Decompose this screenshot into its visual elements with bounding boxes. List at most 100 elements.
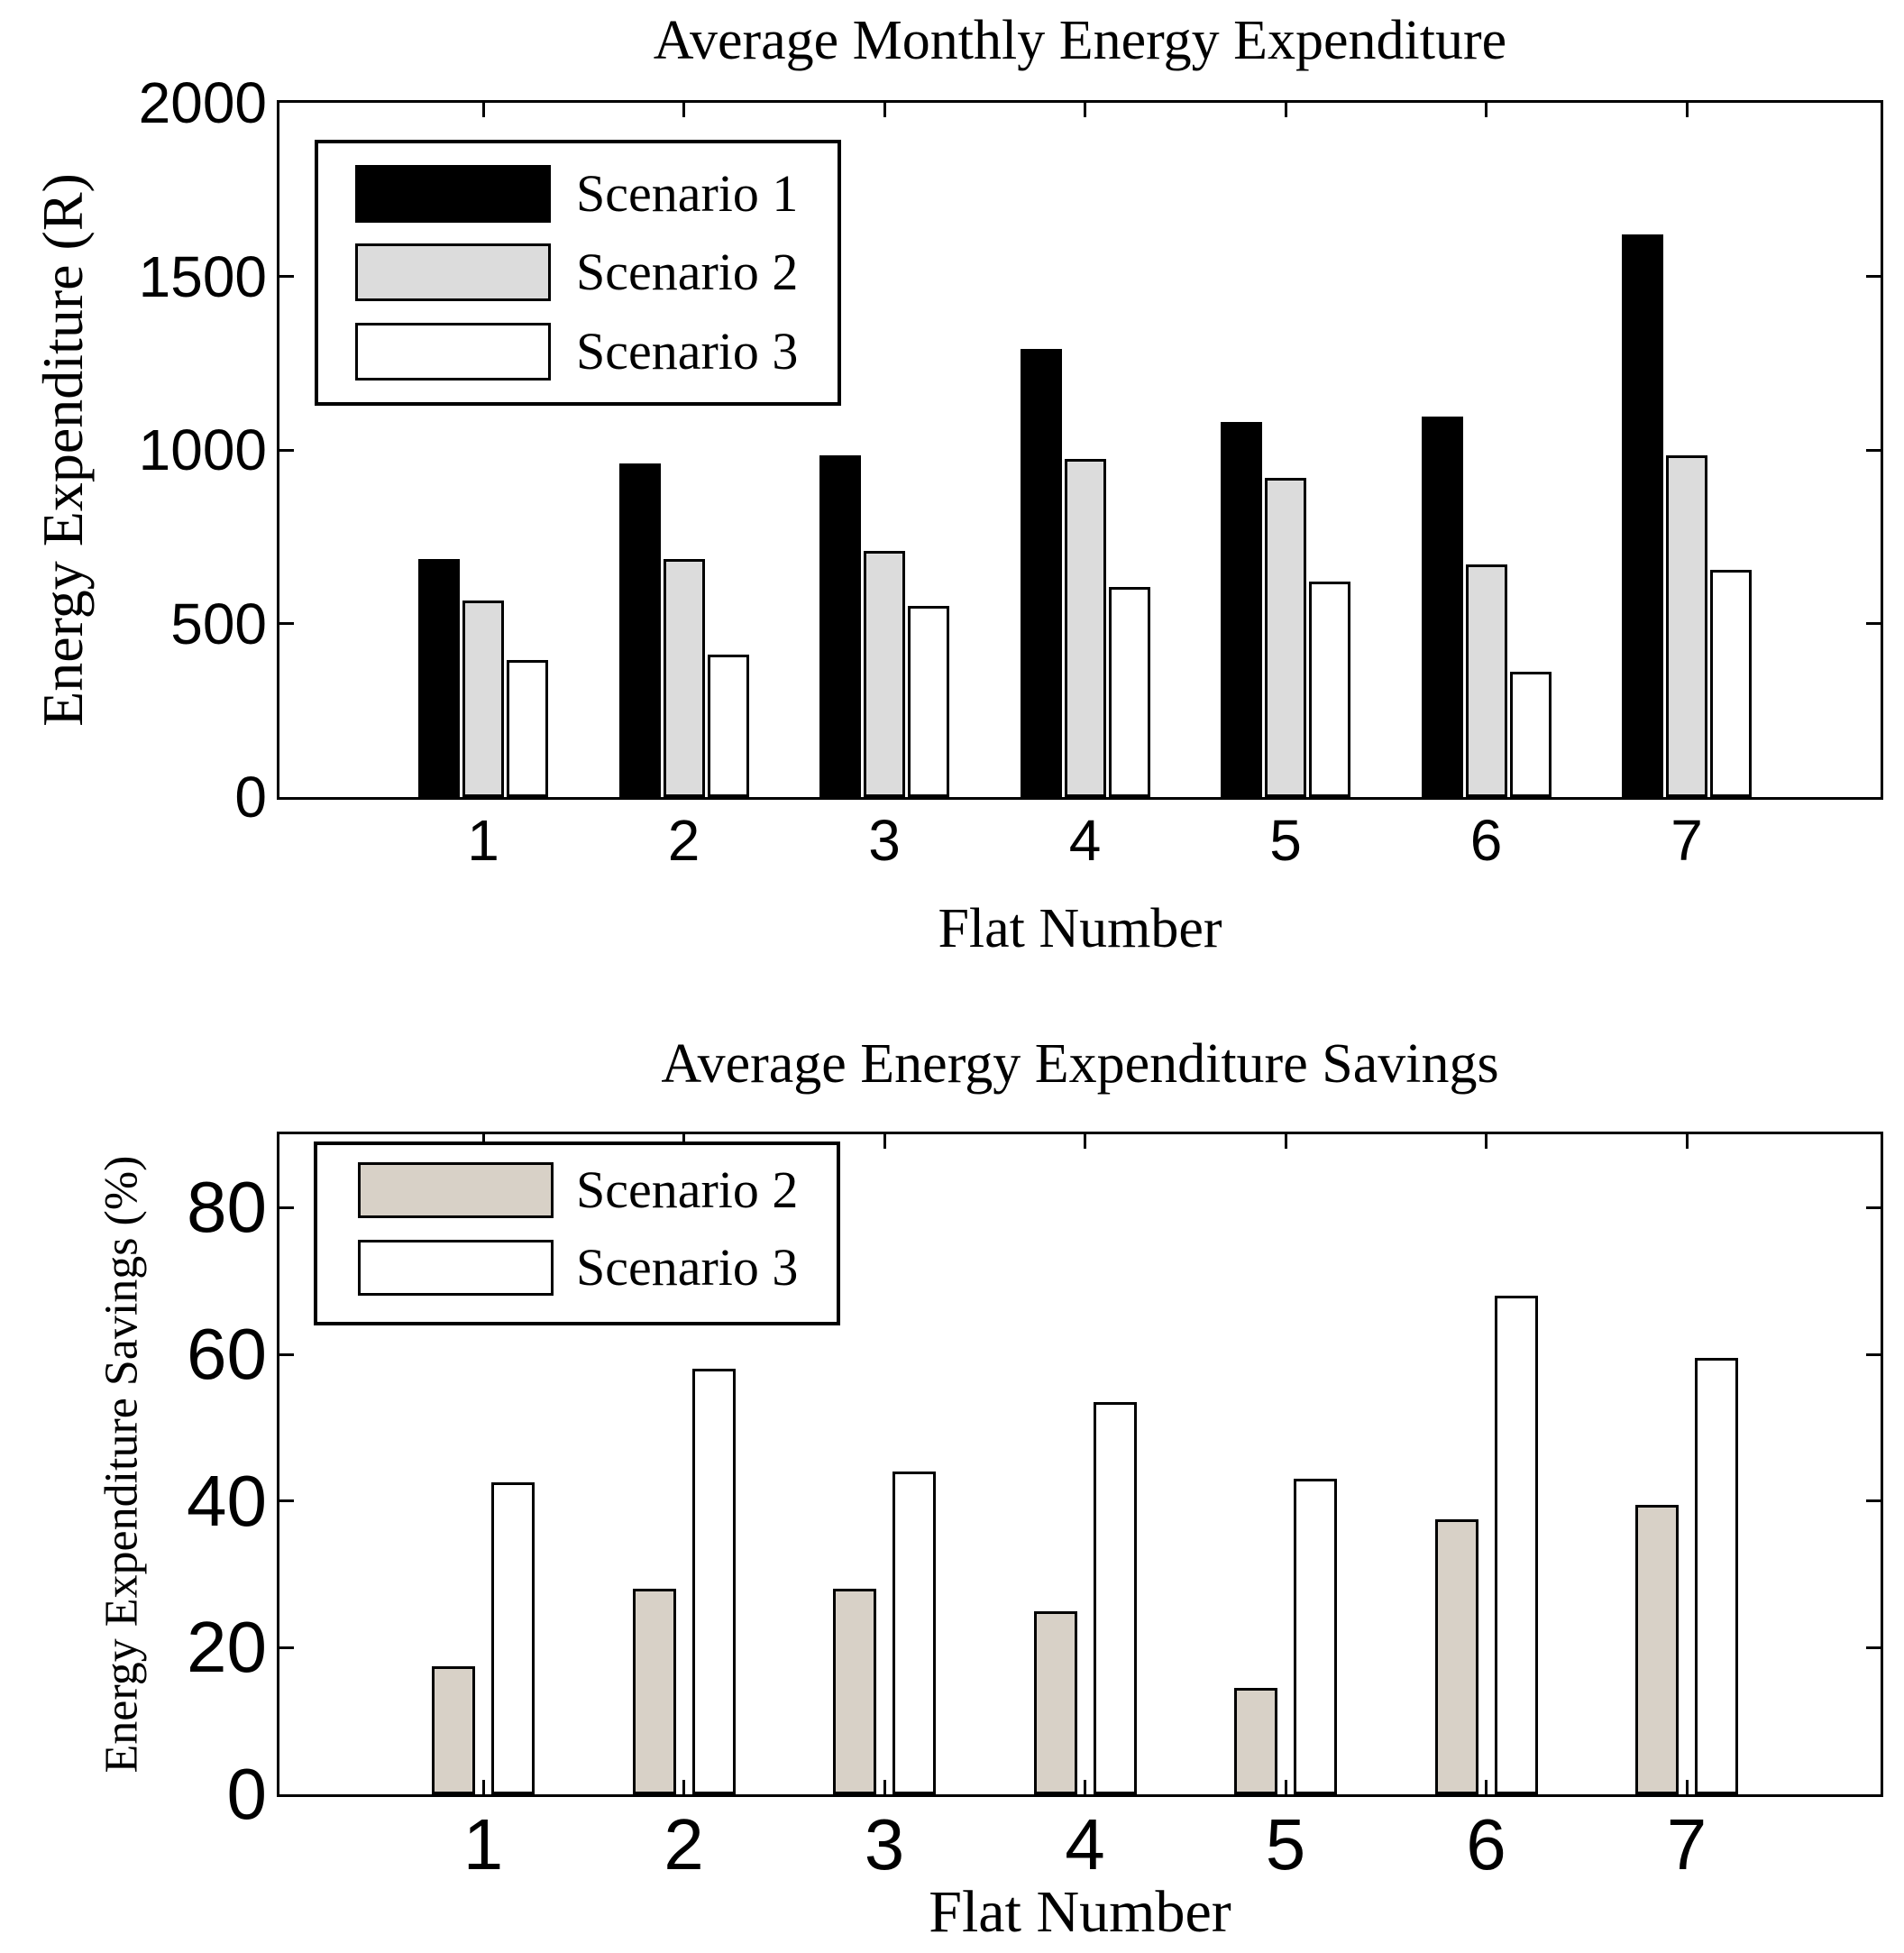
x-tick-mark-top [883,1134,886,1149]
y-tick-mark-left [279,1352,294,1356]
bar-scenario-2-flat-1 [462,601,504,797]
y-tick-mark-right [1866,1352,1881,1356]
bar-scenario-3-flat-3 [908,606,949,797]
x-tick-mark-bottom [682,1780,685,1794]
y-tick-label: 500 [170,591,267,656]
legend-swatch-scenario-3 [355,323,551,381]
bar-scenario-2-flat-2 [663,559,705,797]
legend-swatch-scenario-2 [358,1162,554,1218]
x-tick-mark-top [481,103,485,117]
x-tick-label: 3 [864,1804,905,1884]
legend-label-scenario-2: Scenario 2 [576,243,799,301]
x-tick-label: 6 [1466,1804,1506,1884]
bar-scenario-3-flat-7 [1695,1358,1738,1794]
x-tick-label: 7 [1671,808,1703,873]
x-tick-label: 5 [1269,808,1302,873]
x-tick-mark-bottom [1084,1780,1086,1794]
bar-scenario-3-flat-1 [507,659,548,797]
bar-scenario-1-flat-3 [819,454,861,797]
y-tick-mark-right [1866,1646,1881,1649]
bar-scenario-3-flat-6 [1509,672,1552,797]
bar-scenario-3-flat-3 [892,1472,936,1794]
y-tick-label: 0 [234,765,267,830]
y-tick-label: 20 [187,1607,267,1688]
top-chart-x-axis-label: Flat Number [938,898,1222,959]
bar-scenario-2-flat-4 [1033,1610,1077,1794]
bar-scenario-3-flat-4 [1108,587,1150,797]
x-tick-label: 1 [462,1804,504,1884]
bar-scenario-2-flat-4 [1064,458,1106,797]
top-chart-legend: Scenario 1 Scenario 2 Scenario 3 [315,140,841,406]
x-tick-label: 2 [664,1804,704,1884]
x-tick-mark-top [1084,103,1086,117]
bar-scenario-3-flat-1 [491,1482,535,1794]
x-tick-mark-top [682,103,685,117]
bar-scenario-3-flat-5 [1294,1479,1337,1794]
bar-scenario-3-flat-5 [1309,582,1350,797]
legend-swatch-scenario-2 [355,243,551,301]
bar-scenario-3-flat-2 [707,655,749,797]
y-tick-mark-left [279,1206,294,1209]
y-tick-label: 0 [226,1754,268,1834]
y-tick-mark-left [279,1499,294,1503]
y-tick-label: 2000 [138,70,267,135]
bottom-chart-y-axis-label: Energy Expenditure Savings (%) [96,1155,148,1774]
bar-scenario-3-flat-2 [691,1369,736,1794]
bar-scenario-2-flat-3 [864,550,905,797]
y-tick-mark-right [1866,1206,1881,1209]
bar-scenario-2-flat-1 [432,1665,475,1794]
top-chart-plot-area [277,100,1883,800]
bar-scenario-2-flat-7 [1666,454,1707,797]
bar-scenario-3-flat-7 [1710,569,1752,797]
bar-scenario-1-flat-1 [418,559,460,797]
x-tick-mark-top [1685,103,1689,117]
legend-swatch-scenario-1 [355,165,551,223]
y-tick-mark-left [279,275,294,278]
x-tick-mark-bottom [883,1780,886,1794]
bar-scenario-2-flat-3 [833,1589,876,1794]
x-tick-label: 2 [667,808,700,873]
bar-scenario-2-flat-7 [1635,1504,1679,1794]
bottom-chart-x-axis-label: Flat Number [929,1879,1231,1945]
top-chart-title: Average Monthly Energy Expenditure [653,10,1507,71]
bar-scenario-1-flat-7 [1622,234,1663,797]
x-tick-mark-top [1284,103,1287,117]
legend-label-scenario-2: Scenario 2 [576,1160,799,1219]
y-tick-mark-right [1866,1499,1881,1503]
bar-scenario-2-flat-5 [1234,1688,1277,1794]
x-tick-mark-top [1284,1134,1287,1149]
x-tick-mark-bottom [1685,1780,1689,1794]
top-chart-y-axis-label: Energy Expenditure (R) [31,173,95,727]
x-tick-mark-bottom [1485,1780,1488,1794]
y-tick-mark-left [279,448,294,452]
legend-label-scenario-1: Scenario 1 [576,164,799,223]
legend-label-scenario-3: Scenario 3 [576,1238,799,1297]
x-tick-mark-top [883,103,886,117]
x-tick-label: 1 [467,808,499,873]
y-tick-mark-right [1866,622,1881,625]
x-tick-label: 5 [1265,1804,1306,1884]
x-tick-mark-bottom [481,1780,485,1794]
x-tick-label: 7 [1666,1804,1707,1884]
bar-scenario-2-flat-6 [1434,1519,1478,1794]
y-tick-mark-right [1866,275,1881,278]
bar-scenario-2-flat-5 [1265,477,1306,797]
bar-scenario-2-flat-2 [632,1589,676,1794]
x-tick-mark-top [1485,103,1488,117]
x-tick-label: 6 [1469,808,1503,873]
x-tick-mark-top [1084,1134,1086,1149]
y-tick-label: 1500 [138,243,267,309]
y-tick-mark-right [1866,448,1881,452]
y-tick-label: 40 [187,1460,267,1541]
y-tick-label: 1000 [138,417,267,482]
legend-swatch-scenario-3 [358,1240,554,1296]
bar-scenario-1-flat-2 [618,463,661,797]
bar-scenario-1-flat-4 [1020,349,1062,797]
legend-label-scenario-3: Scenario 3 [576,322,799,381]
y-tick-label: 60 [187,1314,267,1394]
x-tick-mark-top [1485,1134,1488,1149]
bar-scenario-3-flat-4 [1093,1401,1137,1794]
bar-scenario-3-flat-6 [1494,1295,1538,1794]
y-tick-label: 80 [187,1167,267,1248]
